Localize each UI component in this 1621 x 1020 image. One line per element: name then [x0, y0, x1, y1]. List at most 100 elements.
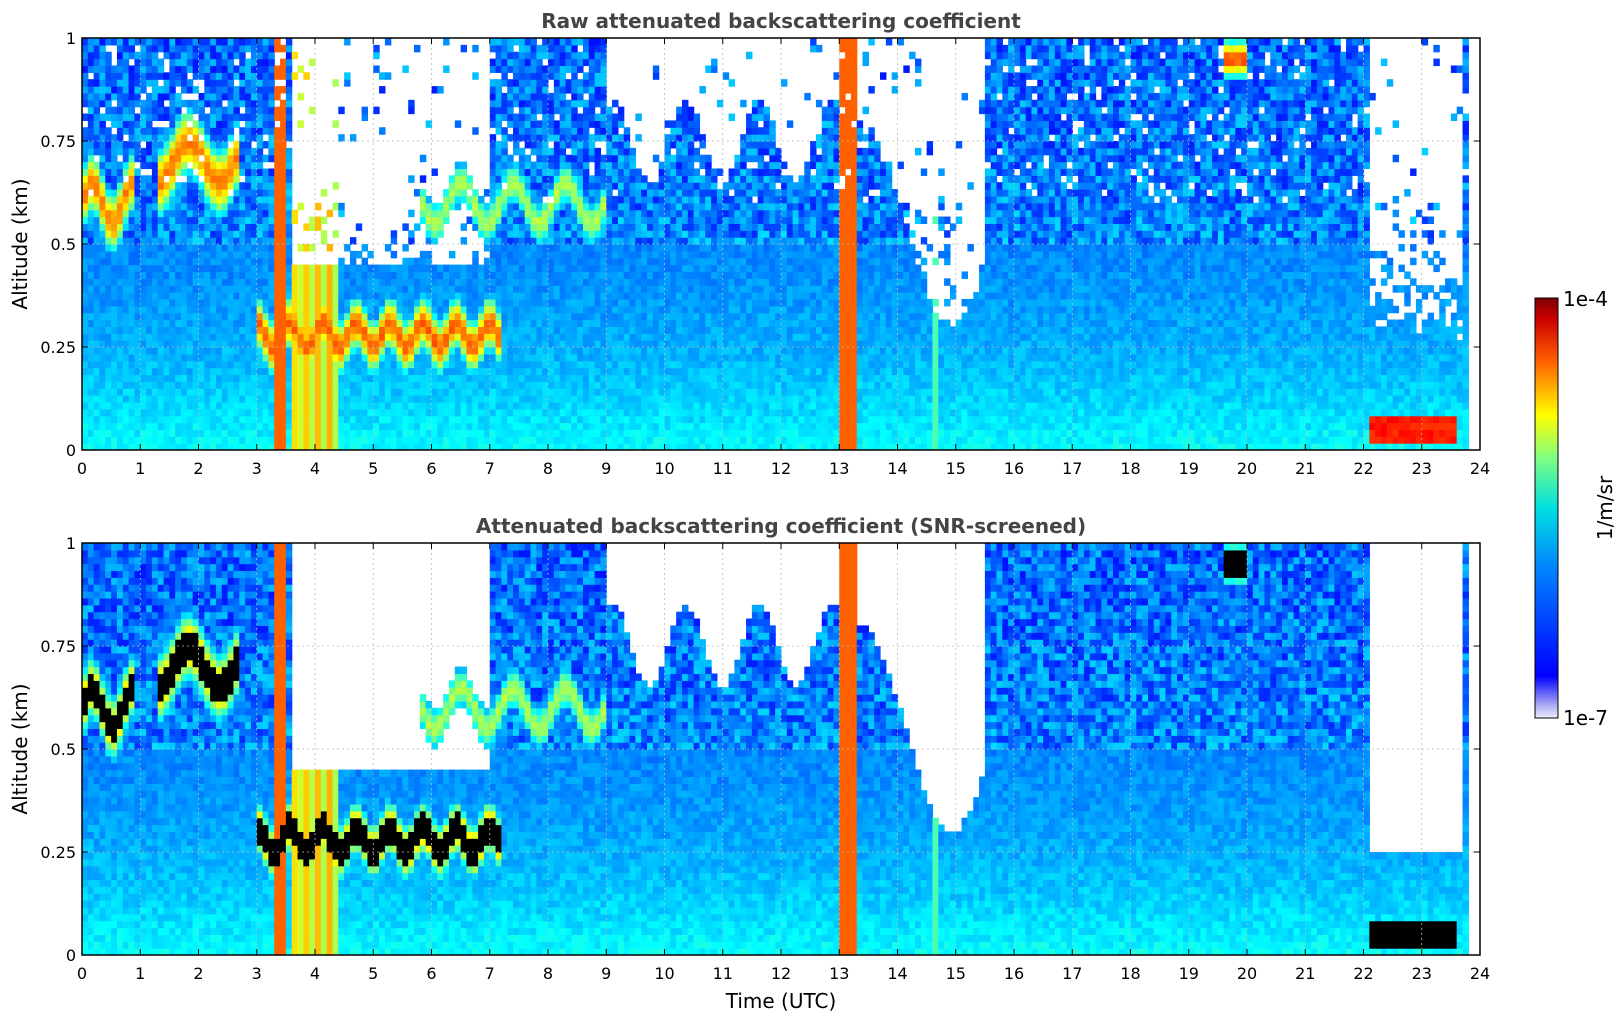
heatmap-cell	[227, 58, 235, 67]
heatmap-cell	[571, 305, 578, 314]
heatmap-cell	[192, 250, 200, 259]
heatmap-cell	[274, 168, 281, 176]
heatmap-cell	[373, 264, 380, 273]
heatmap-cell	[460, 237, 468, 245]
heatmap-cell	[210, 381, 217, 389]
heatmap-cell	[99, 353, 106, 362]
heatmap-cell	[612, 374, 619, 382]
heatmap-cell	[239, 381, 246, 389]
heatmap-cell	[513, 230, 520, 238]
heatmap-cell	[169, 134, 176, 142]
heatmap-cell	[507, 292, 514, 300]
heatmap-cell	[629, 353, 636, 362]
heatmap-cell	[151, 285, 159, 293]
heatmap-cell	[681, 360, 689, 369]
heatmap-cell	[355, 395, 363, 403]
heatmap-cell	[274, 38, 281, 46]
heatmap-cell	[559, 422, 567, 430]
heatmap-cell	[280, 292, 287, 300]
heatmap-cell	[221, 237, 229, 245]
heatmap-cell	[326, 209, 334, 218]
heatmap-cell	[553, 374, 561, 382]
heatmap-cell	[530, 223, 537, 231]
heatmap-cell	[460, 429, 468, 437]
heatmap-cell	[676, 347, 683, 355]
heatmap-cell	[105, 326, 112, 334]
heatmap-cell	[542, 395, 549, 403]
heatmap-cell	[175, 223, 182, 231]
heatmap-cell	[268, 92, 275, 101]
heatmap-cell	[361, 436, 369, 444]
heatmap-cell	[116, 422, 124, 430]
heatmap-cell	[192, 312, 200, 321]
heatmap-cell	[443, 340, 450, 348]
heatmap-cell	[553, 257, 561, 266]
heatmap-cell	[600, 99, 607, 108]
heatmap-cell	[577, 367, 584, 376]
heatmap-cell	[122, 141, 130, 149]
heatmap-cell	[553, 319, 561, 327]
heatmap-cell	[635, 340, 642, 348]
heatmap-cell	[594, 209, 602, 218]
heatmap-cell	[82, 264, 89, 273]
heatmap-cell	[274, 436, 281, 444]
heatmap-cell	[280, 58, 287, 67]
heatmap-cell	[280, 326, 287, 334]
heatmap-cell	[233, 257, 240, 266]
heatmap-cell	[291, 264, 299, 273]
heatmap-cell	[635, 353, 642, 362]
heatmap-cell	[128, 388, 136, 396]
heatmap-cell	[285, 154, 293, 163]
heatmap-cell	[443, 367, 450, 376]
heatmap-cell	[315, 381, 322, 389]
heatmap-cell	[524, 230, 532, 238]
heatmap-cell	[542, 353, 549, 362]
heatmap-cell	[250, 134, 258, 142]
heatmap-cell	[553, 51, 561, 60]
heatmap-cell	[140, 195, 147, 204]
heatmap-cell	[344, 319, 351, 327]
heatmap-cell	[524, 38, 532, 46]
heatmap-cell	[571, 38, 578, 46]
heatmap-cell	[163, 415, 170, 424]
heatmap-cell	[559, 285, 567, 293]
heatmap-cell	[157, 250, 165, 259]
heatmap-cell	[594, 360, 602, 369]
heatmap-cell	[344, 298, 351, 307]
heatmap-cell	[157, 230, 165, 238]
heatmap-cell	[577, 326, 584, 334]
heatmap-cell	[553, 127, 561, 135]
heatmap-cell	[111, 360, 118, 369]
heatmap-cell	[245, 422, 252, 430]
heatmap-cell	[559, 216, 567, 224]
heatmap-cell	[326, 271, 334, 279]
heatmap-cell	[658, 285, 666, 293]
heatmap-cell	[239, 305, 246, 314]
heatmap-cell	[105, 195, 112, 204]
heatmap-cell	[349, 422, 357, 430]
heatmap-cell	[647, 333, 654, 341]
heatmap-cell	[582, 312, 590, 321]
heatmap-cell	[542, 292, 549, 300]
heatmap-cell	[489, 374, 497, 382]
heatmap-cell	[151, 367, 159, 376]
heatmap-cell	[454, 271, 462, 279]
heatmap-cell	[629, 182, 636, 190]
heatmap-cell	[93, 202, 101, 211]
heatmap-cell	[320, 395, 328, 403]
heatmap-cell	[285, 51, 293, 60]
heatmap-cell	[600, 381, 607, 389]
heatmap-cell	[157, 367, 165, 376]
heatmap-cell	[128, 429, 136, 437]
heatmap-cell	[419, 278, 427, 286]
heatmap-cell	[617, 340, 625, 348]
heatmap-cell	[204, 298, 211, 307]
heatmap-cell	[367, 250, 374, 259]
heatmap-cell	[192, 58, 200, 67]
heatmap-cell	[489, 333, 497, 341]
heatmap-cell	[175, 292, 182, 300]
heatmap-cell	[588, 223, 596, 231]
heatmap-cell	[431, 340, 438, 348]
heatmap-cell	[116, 134, 124, 142]
heatmap-cell	[431, 395, 438, 403]
